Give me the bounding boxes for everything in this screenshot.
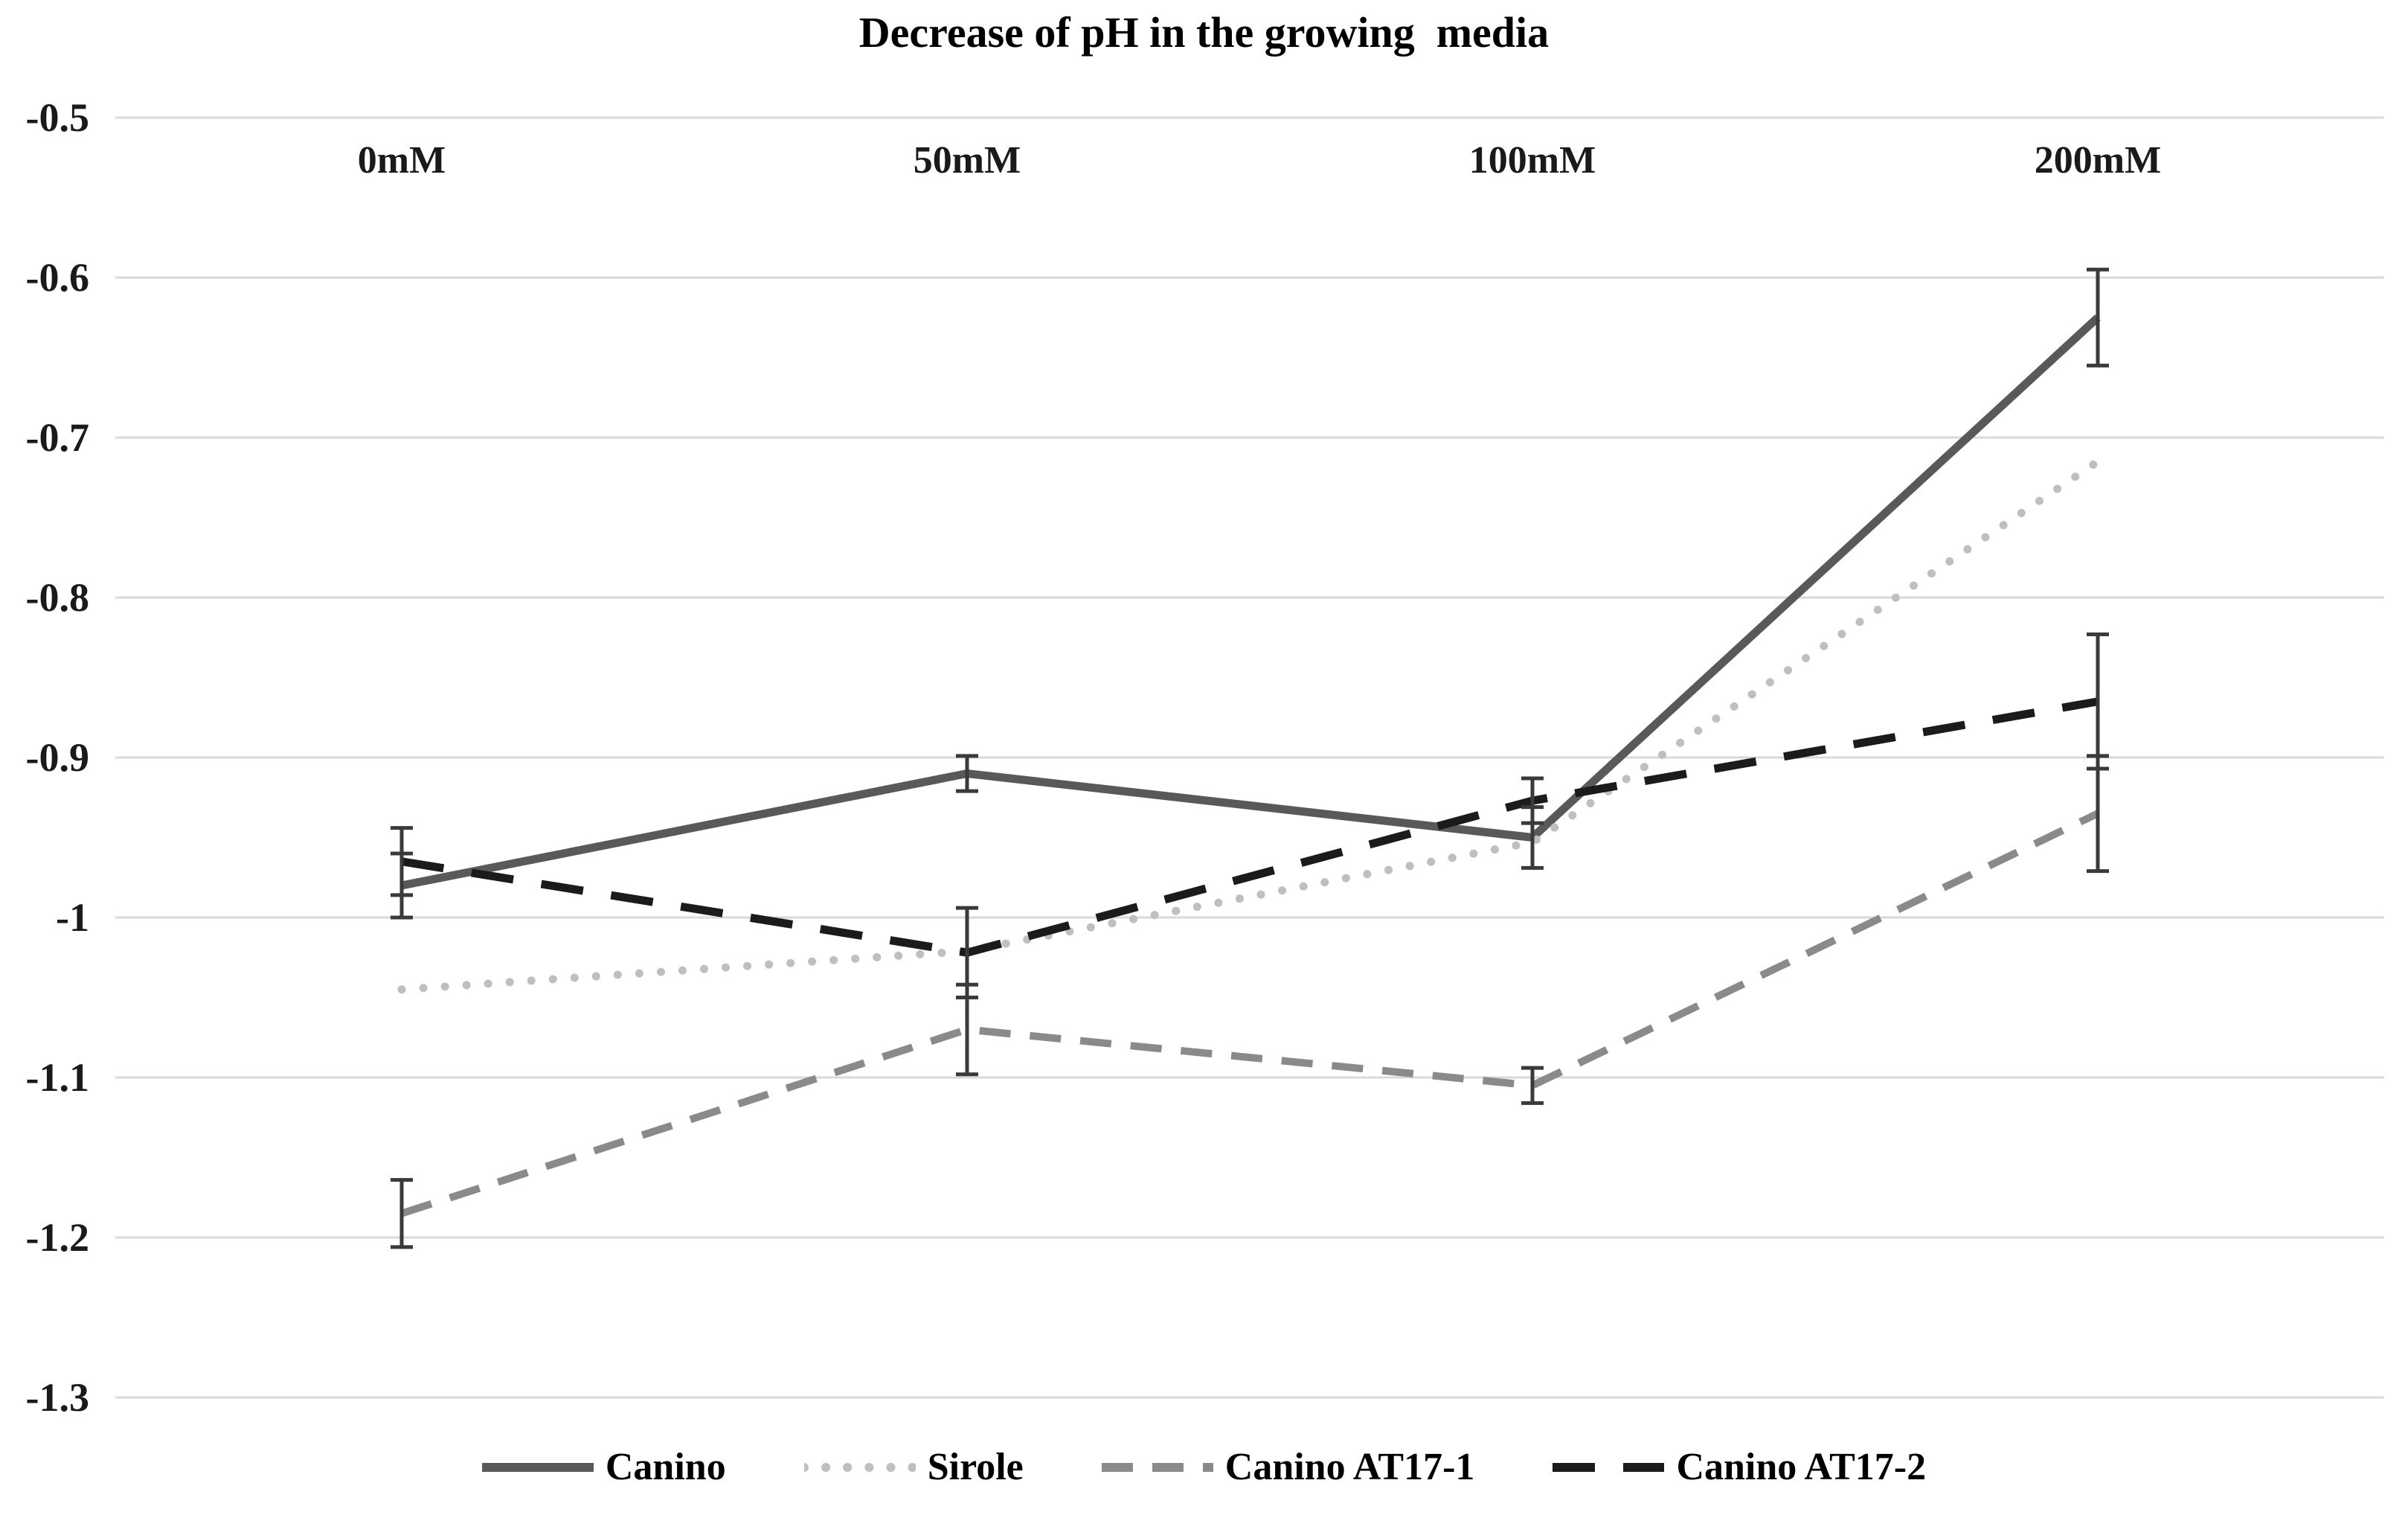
legend: Canino Sirole Canino AT17-1 Canino AT17-2 [0, 1445, 2408, 1489]
y-tick-label: -0.7 [25, 415, 89, 460]
series-line-canino [400, 314, 2101, 890]
x-category-label: 100mM [1468, 139, 1596, 182]
legend-swatch [481, 1462, 594, 1472]
legend-item-canino-at17-2: Canino AT17-2 [1553, 1445, 1926, 1489]
y-tick-label: -0.9 [25, 735, 89, 780]
legend-item-canino: Canino [481, 1445, 726, 1489]
chart-title: Decrease of pH in the growing media [858, 8, 1550, 57]
series-line-canino-at17-2 [401, 697, 2099, 957]
legend-label: Sirole [927, 1446, 1024, 1488]
y-tick-label: -0.5 [25, 95, 89, 140]
series-line-sirole [397, 457, 2102, 994]
legend-item-sirole: Sirole [803, 1445, 1024, 1489]
y-tick-label: -1.1 [25, 1055, 89, 1100]
legend-label: Canino AT17-1 [1224, 1446, 1475, 1488]
y-tick-label: -0.8 [25, 575, 89, 620]
y-tick-label: -0.6 [25, 255, 89, 300]
x-category-label: 50mM [913, 139, 1021, 182]
legend-item-canino-at17-1: Canino AT17-1 [1101, 1445, 1475, 1489]
legend-label: Canino [605, 1446, 726, 1488]
y-tick-label: -1.2 [25, 1215, 89, 1260]
legend-swatch [1553, 1462, 1665, 1472]
series-line-canino-at17-1 [400, 810, 2100, 1217]
legend-label: Canino AT17-2 [1676, 1446, 1927, 1488]
y-tick-label: -1 [56, 895, 89, 940]
x-category-label: 200mM [2034, 139, 2162, 182]
y-tick-label: -1.3 [25, 1375, 89, 1420]
legend-swatch [1101, 1462, 1213, 1472]
legend-swatch [803, 1462, 916, 1472]
x-category-label: 0mM [357, 139, 446, 182]
